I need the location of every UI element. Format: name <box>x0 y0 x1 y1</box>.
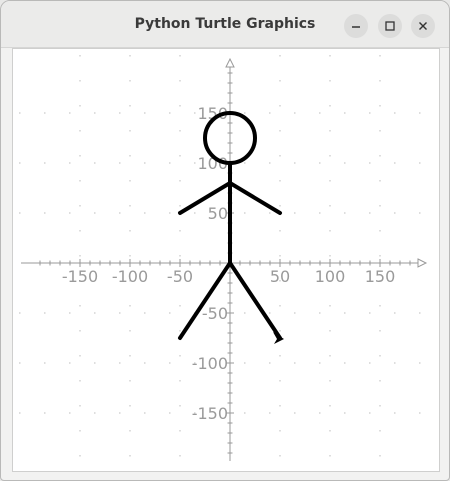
y-axis-arrow-icon <box>225 57 235 68</box>
figure-right-arm <box>228 181 282 215</box>
title-bar[interactable]: Python Turtle Graphics <box>1 1 449 48</box>
stick-figure <box>178 111 284 344</box>
window-title: Python Turtle Graphics <box>134 16 316 32</box>
x-tick-label: -150 <box>62 267 98 286</box>
turtle-canvas[interactable]: -150 -100 -50 50 100 150 150 100 50 -50 -100 -150 <box>13 49 439 471</box>
x-tick-label: 50 <box>270 267 290 286</box>
y-tick-label: -50 <box>202 304 228 323</box>
x-tick-label: 150 <box>365 267 396 286</box>
figure-right-leg <box>228 261 282 340</box>
x-tick-label: 100 <box>315 267 346 286</box>
figure-left-arm <box>178 181 232 215</box>
maximize-button[interactable] <box>378 14 402 38</box>
y-tick-label: -100 <box>192 354 228 373</box>
turtle-arrow-icon <box>273 332 284 344</box>
y-tick-label: 150 <box>197 104 228 123</box>
maximize-icon <box>385 21 395 31</box>
x-tick-label: -50 <box>167 267 193 286</box>
minimize-icon <box>352 26 360 28</box>
y-tick-label: 100 <box>197 154 228 173</box>
figure-left-leg <box>178 261 232 340</box>
x-tick-label: -100 <box>112 267 148 286</box>
axis-labels: -150 -100 -50 50 100 150 150 100 50 -50 -100 -150 <box>62 104 395 423</box>
y-tick-label: 50 <box>208 204 228 223</box>
x-axis-arrow-icon <box>417 258 428 268</box>
close-button[interactable] <box>411 14 435 38</box>
minimize-button[interactable] <box>344 14 368 38</box>
turtle-canvas-frame: -150 -100 -50 50 100 150 150 100 50 -50 -100 -150 <box>12 48 440 472</box>
close-icon <box>419 22 427 30</box>
y-tick-label: -150 <box>192 404 228 423</box>
